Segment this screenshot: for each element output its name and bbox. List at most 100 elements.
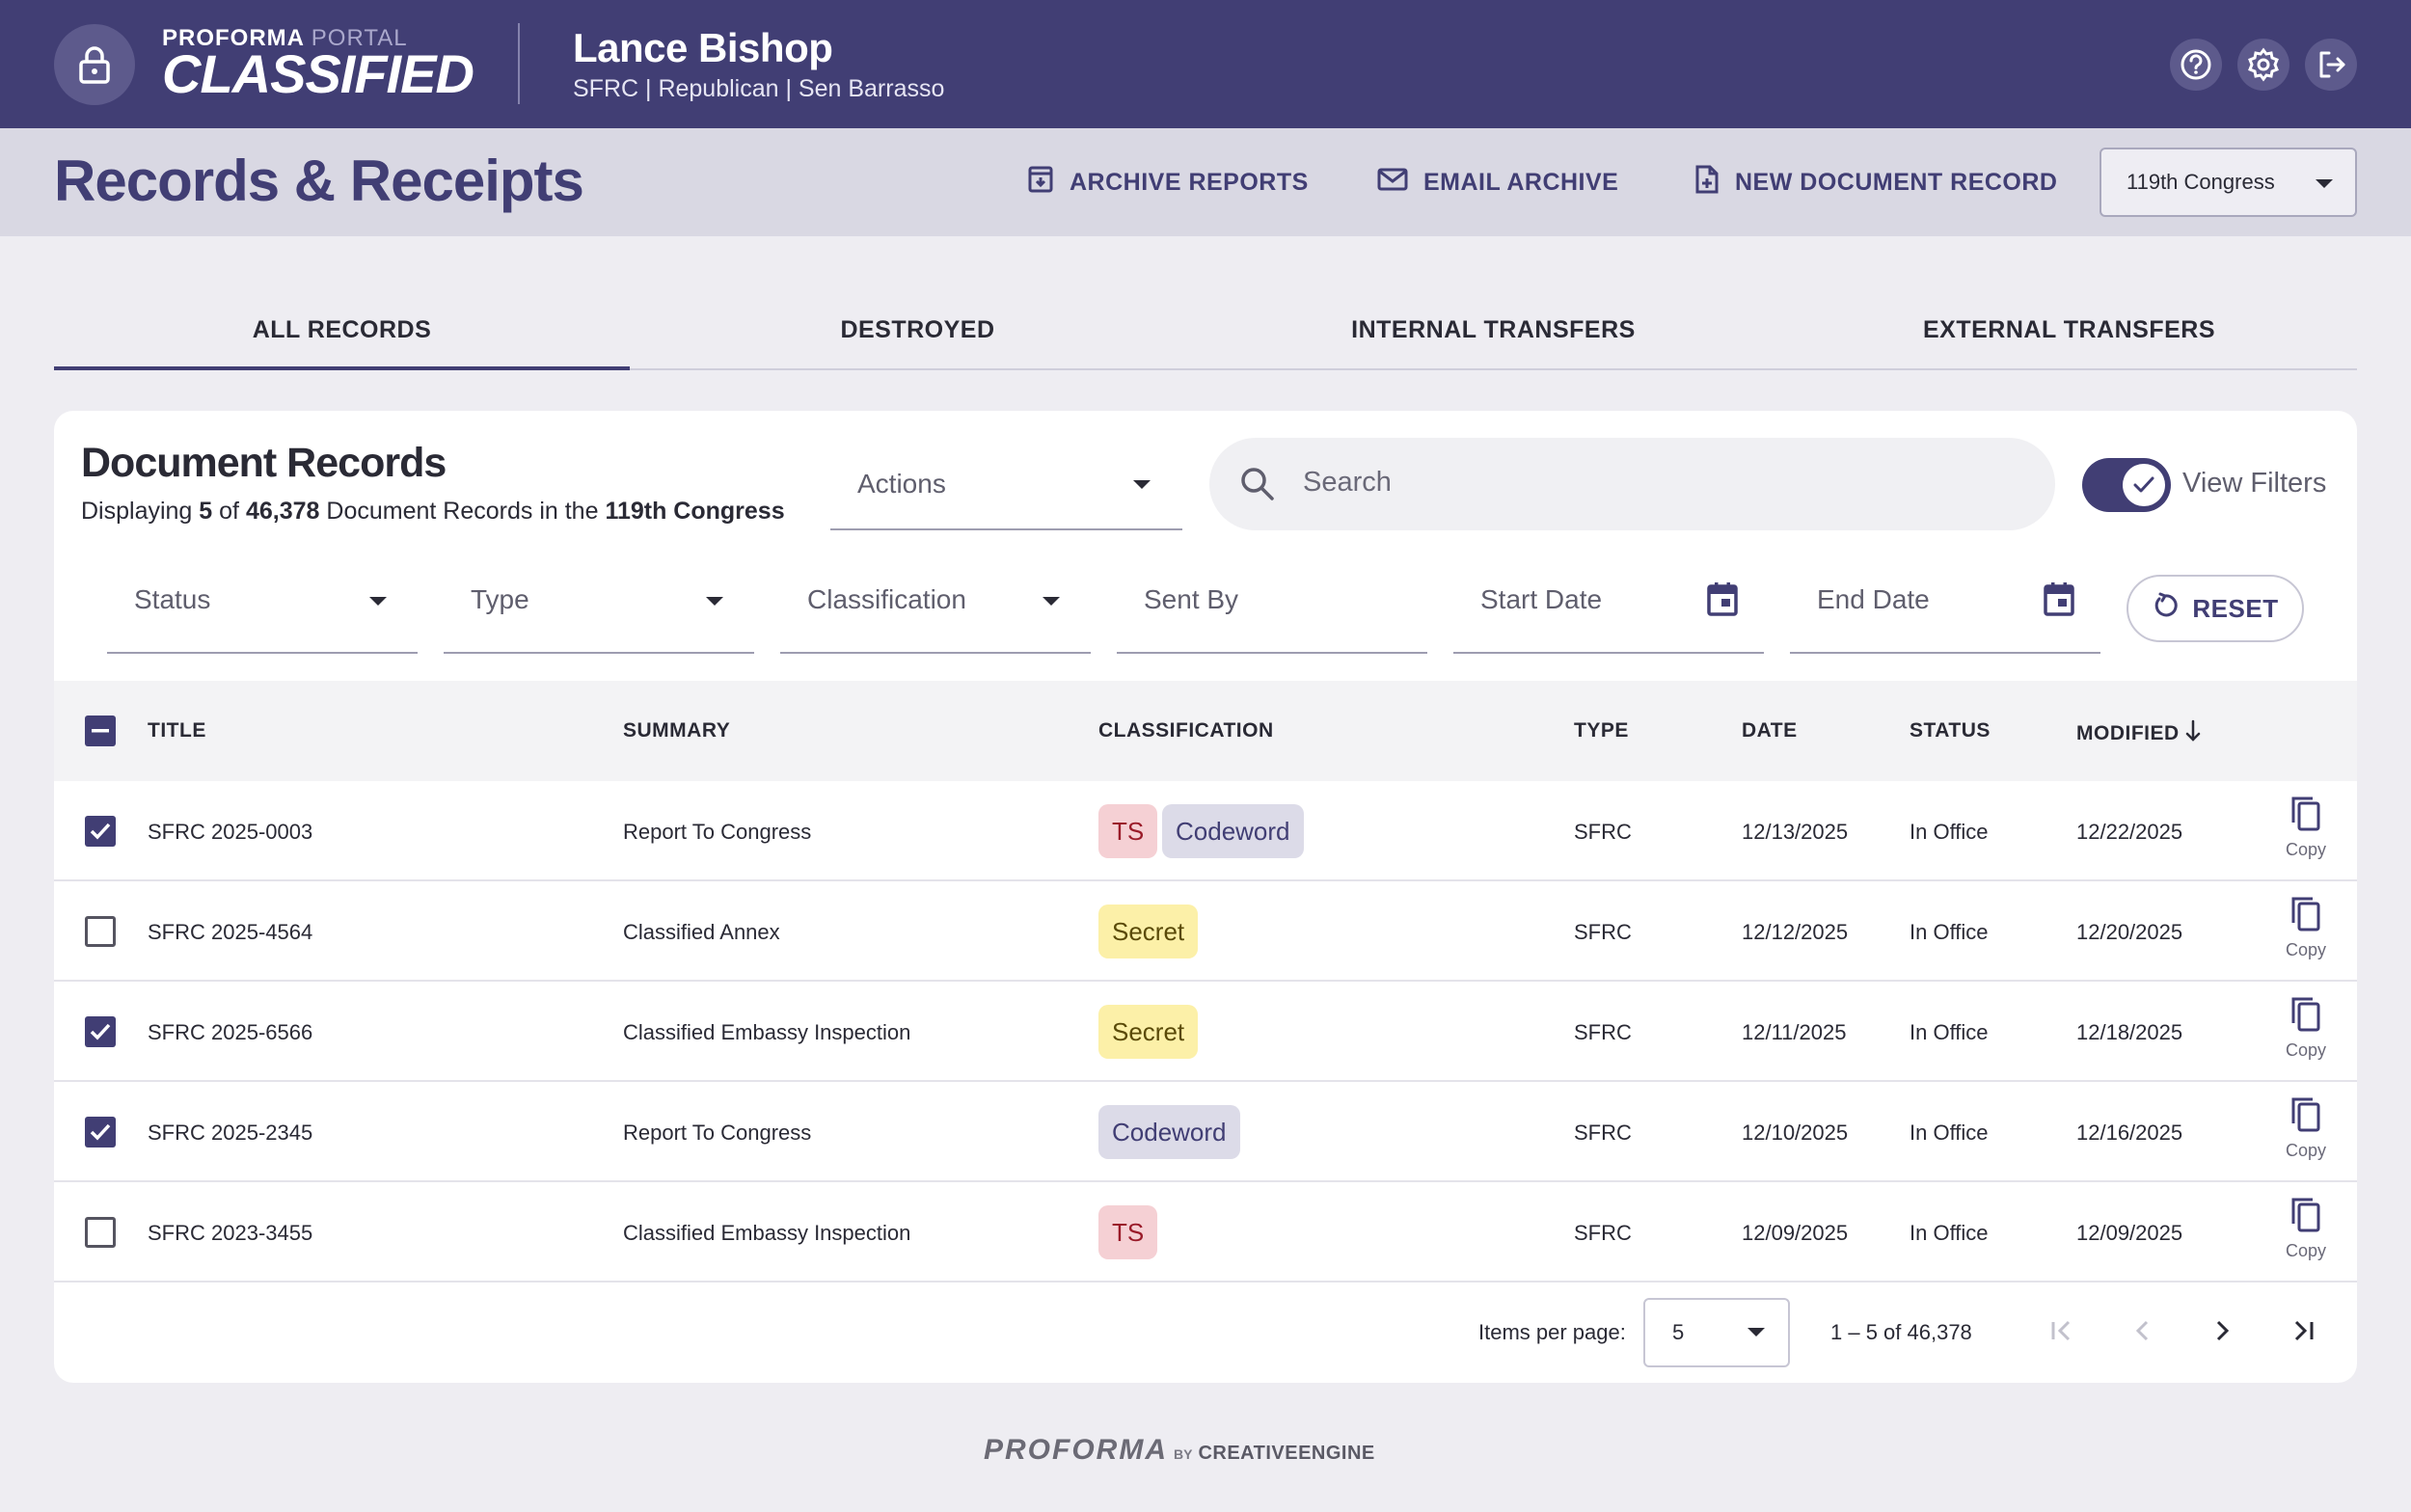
classification-filter[interactable]: Classification (780, 565, 1091, 654)
view-filters-toggle[interactable] (2082, 458, 2171, 512)
document-records-card: Document Records Displaying 5 of 46,378 … (54, 411, 2357, 1383)
check-icon (2123, 464, 2165, 506)
table-row[interactable]: SFRC 2023-3455 Classified Embassy Inspec… (54, 1182, 2357, 1282)
table-row[interactable]: SFRC 2025-6566 Classified Embassy Inspec… (54, 982, 2357, 1082)
pagination-range: 1 – 5 of 46,378 (1830, 1320, 1972, 1344)
row-checkbox[interactable] (85, 916, 116, 947)
classification-badge-codeword: Codeword (1098, 1105, 1240, 1159)
copy-button[interactable]: Copy (2262, 1196, 2349, 1261)
row-checkbox[interactable] (85, 1117, 116, 1148)
row-summary: Classified Embassy Inspection (623, 1020, 911, 1044)
copy-icon (2289, 1097, 2323, 1138)
records-count-text: Displaying 5 of 46,378 Document Records … (81, 498, 785, 525)
gear-icon[interactable] (2237, 39, 2289, 91)
row-status: In Office (1910, 1020, 1989, 1044)
end-date-field[interactable]: End Date (1790, 565, 2100, 654)
mail-icon (1377, 167, 1408, 199)
logout-icon[interactable] (2305, 39, 2357, 91)
sent-by-filter[interactable]: Sent By (1117, 565, 1427, 654)
select-all-checkbox[interactable] (85, 716, 116, 746)
calendar-icon[interactable] (1706, 580, 1739, 622)
column-date[interactable]: DATE (1742, 719, 1798, 742)
user-subtitle: SFRC | Republican | Sen Barrasso (573, 75, 945, 102)
row-checkbox[interactable] (85, 1217, 116, 1248)
email-archive-button[interactable]: EMAIL ARCHIVE (1377, 165, 1618, 200)
calendar-icon[interactable] (2043, 580, 2075, 622)
table-header: TITLE SUMMARY CLASSIFICATION TYPE DATE S… (54, 681, 2357, 781)
row-type: SFRC (1574, 1120, 1632, 1145)
chevron-down-icon (1747, 1328, 1765, 1336)
archive-reports-button[interactable]: ARCHIVE REPORTS (1027, 165, 1309, 200)
top-bar: PROFORMA PORTAL CLASSIFIED Lance Bishop … (0, 0, 2411, 128)
new-document-record-button[interactable]: NEW DOCUMENT RECORD (1694, 165, 2058, 200)
table-row[interactable]: SFRC 2025-2345 Report To Congress Codewo… (54, 1082, 2357, 1182)
column-classification[interactable]: CLASSIFICATION (1098, 719, 1274, 742)
chevron-down-icon (706, 597, 723, 606)
classification-badge-secret: Secret (1098, 904, 1199, 958)
row-summary: Classified Embassy Inspection (623, 1221, 911, 1245)
congress-select[interactable]: 119th Congress (2099, 148, 2357, 217)
row-status: In Office (1910, 920, 1989, 944)
reset-icon (2152, 592, 2179, 626)
search-icon (1238, 465, 1277, 508)
next-page-button[interactable] (2203, 1313, 2241, 1352)
row-checkbox[interactable] (85, 1016, 116, 1047)
last-page-icon (2289, 1317, 2316, 1349)
column-type[interactable]: TYPE (1574, 719, 1629, 742)
tab-all-records[interactable]: ALL RECORDS (54, 289, 630, 370)
row-date: 12/13/2025 (1742, 820, 1849, 844)
tab-internal-transfers[interactable]: INTERNAL TRANSFERS (1351, 316, 1636, 343)
chevron-down-icon (1043, 597, 1060, 606)
copy-button[interactable]: Copy (2262, 895, 2349, 960)
page-header: Records & Receipts ARCHIVE REPORTS EMAIL… (0, 128, 2411, 236)
classification-badge-secret: Secret (1098, 1005, 1199, 1059)
first-page-icon (2048, 1317, 2075, 1349)
tab-destroyed[interactable]: DESTROYED (840, 316, 995, 343)
tab-external-transfers[interactable]: EXTERNAL TRANSFERS (1922, 316, 2215, 343)
row-summary: Classified Annex (623, 920, 780, 944)
copy-icon (2289, 997, 2323, 1038)
record-tabs: ALL RECORDS DESTROYED INTERNAL TRANSFERS… (54, 289, 2357, 370)
column-summary[interactable]: SUMMARY (623, 719, 731, 742)
copy-icon (2289, 1198, 2323, 1238)
row-status: In Office (1910, 1120, 1989, 1145)
start-date-field[interactable]: Start Date (1453, 565, 1764, 654)
user-name: Lance Bishop (573, 25, 833, 70)
row-title[interactable]: SFRC 2025-2345 (148, 1120, 313, 1145)
type-filter[interactable]: Type (444, 565, 754, 654)
copy-icon (2289, 897, 2323, 937)
previous-page-button[interactable] (2124, 1313, 2162, 1352)
row-type: SFRC (1574, 820, 1632, 844)
column-status[interactable]: STATUS (1910, 719, 1991, 742)
table-row[interactable]: SFRC 2025-4564 Classified Annex Secret S… (54, 881, 2357, 982)
row-title[interactable]: SFRC 2025-4564 (148, 920, 313, 944)
card-title: Document Records (81, 440, 447, 486)
copy-button[interactable]: Copy (2262, 995, 2349, 1061)
last-page-button[interactable] (2284, 1313, 2322, 1352)
row-checkbox[interactable] (85, 816, 116, 847)
classification-badge-ts: TS (1098, 1205, 1158, 1259)
row-modified: 12/09/2025 (2076, 1221, 2183, 1245)
table-row[interactable]: SFRC 2025-0003 Report To Congress TS Cod… (54, 781, 2357, 881)
search-input[interactable]: Search (1209, 438, 2055, 530)
chevron-left-icon (2129, 1317, 2156, 1349)
row-date: 12/12/2025 (1742, 920, 1849, 944)
reset-button[interactable]: RESET (2127, 575, 2304, 642)
row-title[interactable]: SFRC 2025-6566 (148, 1020, 313, 1044)
items-per-page-select[interactable]: 5 (1643, 1298, 1790, 1367)
copy-button[interactable]: Copy (2262, 1095, 2349, 1161)
actions-dropdown[interactable]: Actions (830, 440, 1182, 530)
app-logo: PROFORMA PORTAL CLASSIFIED (162, 25, 474, 104)
status-filter[interactable]: Status (107, 565, 418, 654)
first-page-button[interactable] (2043, 1313, 2081, 1352)
row-status: In Office (1910, 820, 1989, 844)
row-title[interactable]: SFRC 2025-0003 (148, 820, 313, 844)
row-title[interactable]: SFRC 2023-3455 (148, 1221, 313, 1245)
copy-button[interactable]: Copy (2262, 795, 2349, 860)
arrow-down-icon (2185, 719, 2201, 748)
row-status: In Office (1910, 1221, 1989, 1245)
column-modified[interactable]: MODIFIED (2076, 719, 2201, 748)
row-summary: Report To Congress (623, 1120, 812, 1145)
column-title[interactable]: TITLE (148, 719, 206, 742)
help-icon[interactable] (2170, 39, 2222, 91)
